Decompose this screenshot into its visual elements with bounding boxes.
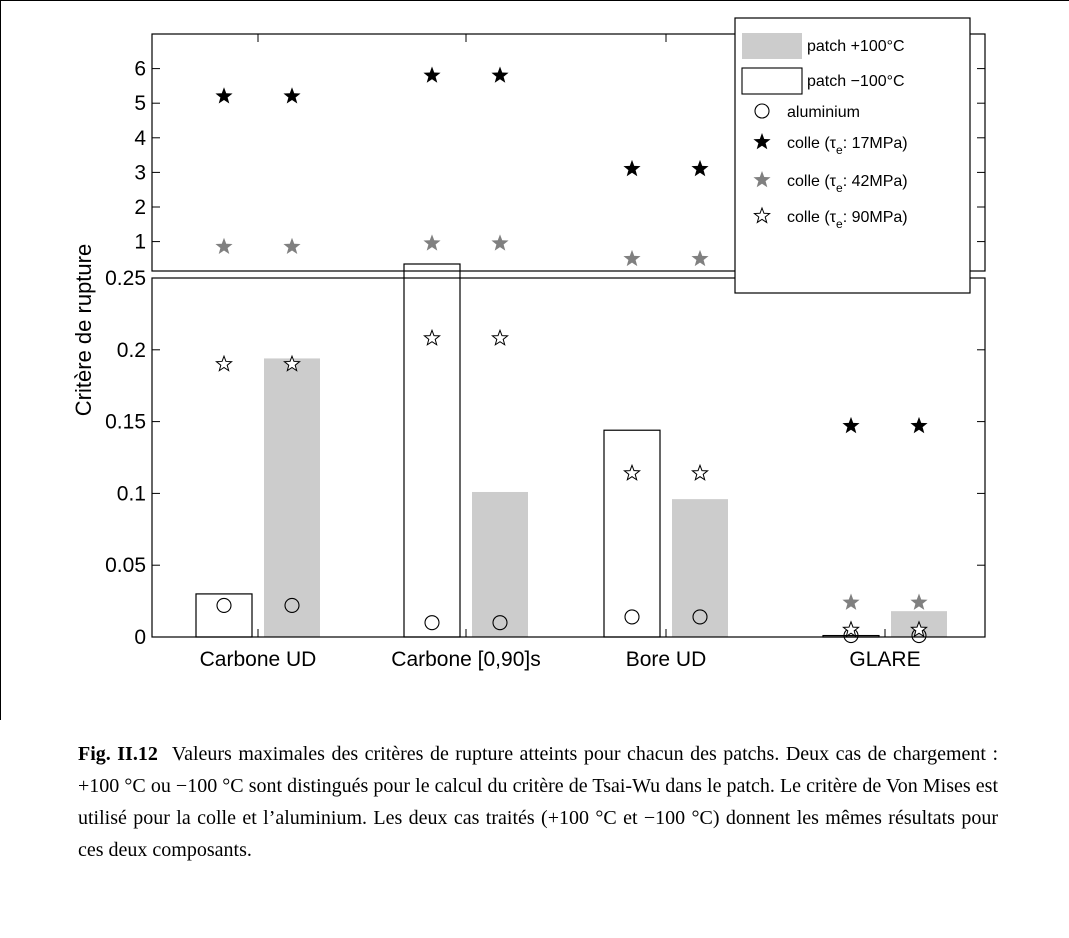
point-5-4 <box>623 463 641 481</box>
point-5-5 <box>691 463 709 481</box>
legend-swatch-0 <box>742 33 802 59</box>
bar-2-0 <box>603 429 661 638</box>
legend-marker-3 <box>753 133 771 150</box>
critere-rupture-chart: 1 2 3 4 5 6 0 0.05 0.1 0.15 0.2 0.25 Carbone UD Carbo… <box>0 0 1069 720</box>
x-category-label-1: Carbone [0,90]s <box>391 648 540 671</box>
axis-break-gap-right <box>983 272 987 277</box>
point-5-1 <box>283 354 301 372</box>
point-2-4 <box>624 609 640 625</box>
y-axis-label: Critère de rupture <box>71 244 96 416</box>
legend-marker-5 <box>753 206 771 224</box>
bar-0-1 <box>264 358 320 637</box>
point-3-0 <box>215 87 233 104</box>
point-4-1 <box>283 237 301 255</box>
point-3-5 <box>691 159 709 177</box>
upper-tick-label-1: 2 <box>134 196 146 219</box>
legend-label-4: colle (τe: 42MPa) <box>787 173 908 195</box>
x-category-label-2: Bore UD <box>626 648 707 671</box>
legend-swatch-1 <box>741 67 803 95</box>
upper-tick-label-4: 5 <box>134 92 146 115</box>
legend-label-5: colle (τe: 90MPa) <box>787 209 908 231</box>
point-3-6 <box>842 416 860 434</box>
lower-tick-label-4: 0.2 <box>117 339 146 362</box>
x-category-label-0: Carbone UD <box>200 648 317 671</box>
point-2-5 <box>692 609 708 625</box>
legend: patch +100°C patch −100°C aluminium colle (… <box>734 17 971 294</box>
point-5-0 <box>215 354 233 372</box>
point-5-3 <box>491 328 509 346</box>
point-3-3 <box>491 66 509 83</box>
bar-0-0 <box>195 593 253 638</box>
point-4-2 <box>423 234 441 251</box>
lower-tick-label-1: 0.05 <box>105 554 146 577</box>
lower-tick-label-5: 0.25 <box>105 267 146 290</box>
legend-marker-4 <box>753 171 771 188</box>
bar-1-1 <box>472 491 528 637</box>
upper-tick-label-0: 1 <box>134 231 146 254</box>
point-4-6 <box>842 593 860 610</box>
point-2-2 <box>424 615 440 631</box>
point-4-0 <box>215 237 233 255</box>
point-4-4 <box>623 249 641 267</box>
figure-caption: Fig. II.12 Valeurs maximales des critères… <box>78 738 998 866</box>
point-2-3 <box>492 615 508 631</box>
point-3-4 <box>623 159 641 177</box>
legend-label-3: colle (τe: 17MPa) <box>787 135 908 157</box>
plot-area: 1 2 3 4 5 6 0 0.05 0.1 0.15 0.2 0.25 Carbone UD Carbo… <box>105 33 987 671</box>
point-4-5 <box>691 249 709 267</box>
point-5-7 <box>910 620 928 638</box>
axis-break-gap-left <box>150 272 154 277</box>
upper-axes-frame <box>151 33 986 272</box>
bar-2-1 <box>672 499 728 637</box>
bar-1-0 <box>403 263 461 638</box>
legend-label-0: patch +100°C <box>807 38 905 55</box>
point-3-7 <box>910 416 928 434</box>
point-2-0 <box>216 597 232 613</box>
x-category-label-3: GLARE <box>849 648 920 671</box>
legend-box <box>734 17 971 294</box>
point-5-2 <box>423 328 441 346</box>
point-4-3 <box>491 234 509 251</box>
lower-axes-frame <box>151 277 986 638</box>
point-3-2 <box>423 66 441 83</box>
lower-tick-label-2: 0.1 <box>117 482 146 505</box>
legend-marker-2 <box>754 103 770 119</box>
point-3-1 <box>283 87 301 104</box>
point-4-7 <box>910 593 928 610</box>
lower-tick-label-0: 0 <box>134 626 146 649</box>
upper-tick-label-5: 6 <box>134 58 146 81</box>
legend-label-1: patch −100°C <box>807 73 905 90</box>
legend-label-2: aluminium <box>787 104 860 121</box>
caption-label: Fig. II.12 <box>78 743 158 765</box>
lower-tick-label-3: 0.15 <box>105 411 146 434</box>
caption-text: Valeurs maximales des critères de ruptur… <box>78 743 999 861</box>
point-2-1 <box>284 597 300 613</box>
point-5-6 <box>842 620 860 638</box>
upper-tick-label-3: 4 <box>134 127 146 150</box>
upper-tick-label-2: 3 <box>134 161 146 184</box>
